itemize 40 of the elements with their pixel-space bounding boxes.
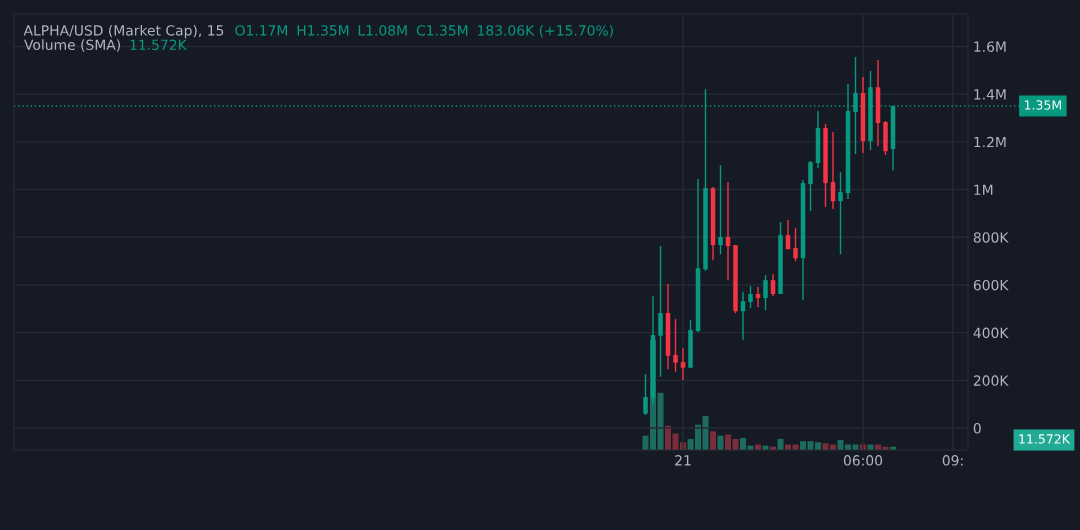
x-tick-label: 09: [942, 455, 963, 466]
annotation: 183.06K (+15.70%) [478, 24, 613, 38]
text: 11.572K [1019, 434, 1071, 444]
y-tick-label: 200K [973, 375, 1009, 386]
bar [777, 439, 784, 450]
candlestick [770, 273, 776, 297]
y-tick-label: 1.4M [974, 89, 1006, 100]
annotation: C1.35M [416, 25, 468, 36]
y-tick-label: 600K [973, 279, 1009, 291]
y-tick-label: 1.2M [974, 136, 1006, 148]
candlestick [748, 285, 753, 309]
annotation: O1.17M [235, 25, 288, 36]
annotation: H1.35M [297, 25, 349, 36]
text: ALPHA/USD (Market Cap), 15 [23, 24, 224, 39]
bar [740, 437, 746, 450]
bar [815, 442, 821, 450]
annotation: 11.572K [130, 39, 187, 51]
candlestick [658, 245, 663, 378]
y-tick-label: 1M [974, 184, 993, 195]
bar [717, 435, 724, 450]
y-tick-label: 0 [973, 423, 981, 434]
candlestick [673, 318, 678, 373]
y-tick-label: 800K [973, 232, 1009, 243]
bar [710, 431, 716, 450]
bar [725, 434, 731, 450]
candlestick [680, 347, 686, 381]
x-tick-label: 06:00 [843, 455, 883, 466]
ref-line-label: 1.35M [1024, 100, 1061, 110]
bar [800, 441, 806, 450]
chart-title: Volume (SMA) [24, 39, 121, 52]
candlestick [763, 274, 768, 311]
candlestick [718, 164, 723, 255]
candlestick [808, 160, 813, 212]
candlestick [838, 171, 843, 255]
x-tick-label: 21 [675, 455, 691, 466]
candlestick [643, 373, 648, 416]
candlestick [793, 227, 798, 262]
y-tick-label: 400K [973, 327, 1009, 339]
y-tick-label: 1.6M [974, 41, 1006, 52]
annotation: L1.08M [358, 25, 407, 36]
